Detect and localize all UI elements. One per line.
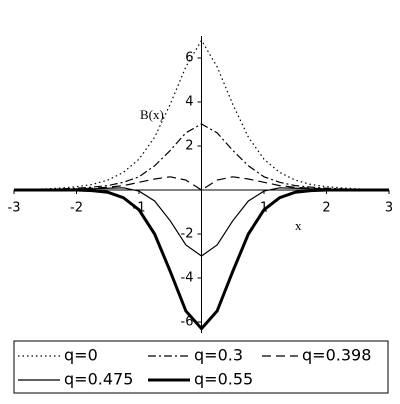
y-tick-label: 6 xyxy=(185,51,193,66)
x-tick-label: 3 xyxy=(385,201,393,216)
y-tick-label: -4 xyxy=(181,271,194,286)
y-axis-label: B(x) xyxy=(140,107,164,122)
data-line xyxy=(14,188,389,331)
x-tick-label: -2 xyxy=(70,201,83,216)
y-tick-label: 2 xyxy=(185,139,193,154)
x-axis-label: x xyxy=(295,218,302,233)
legend-label: q=0 xyxy=(64,346,98,365)
x-tick-label: 2 xyxy=(322,201,330,216)
y-tick-label: 4 xyxy=(185,95,193,110)
legend-label: q=0.55 xyxy=(194,370,253,389)
legend-label: q=0.3 xyxy=(194,346,243,365)
legend-box xyxy=(13,340,389,394)
legend-label: q=0.398 xyxy=(302,346,371,365)
x-tick-label: -3 xyxy=(8,201,21,216)
y-tick-label: -2 xyxy=(181,227,194,242)
y-tick-label: -6 xyxy=(181,315,194,330)
legend-label: q=0.475 xyxy=(64,370,133,389)
data-line xyxy=(13,123,390,191)
